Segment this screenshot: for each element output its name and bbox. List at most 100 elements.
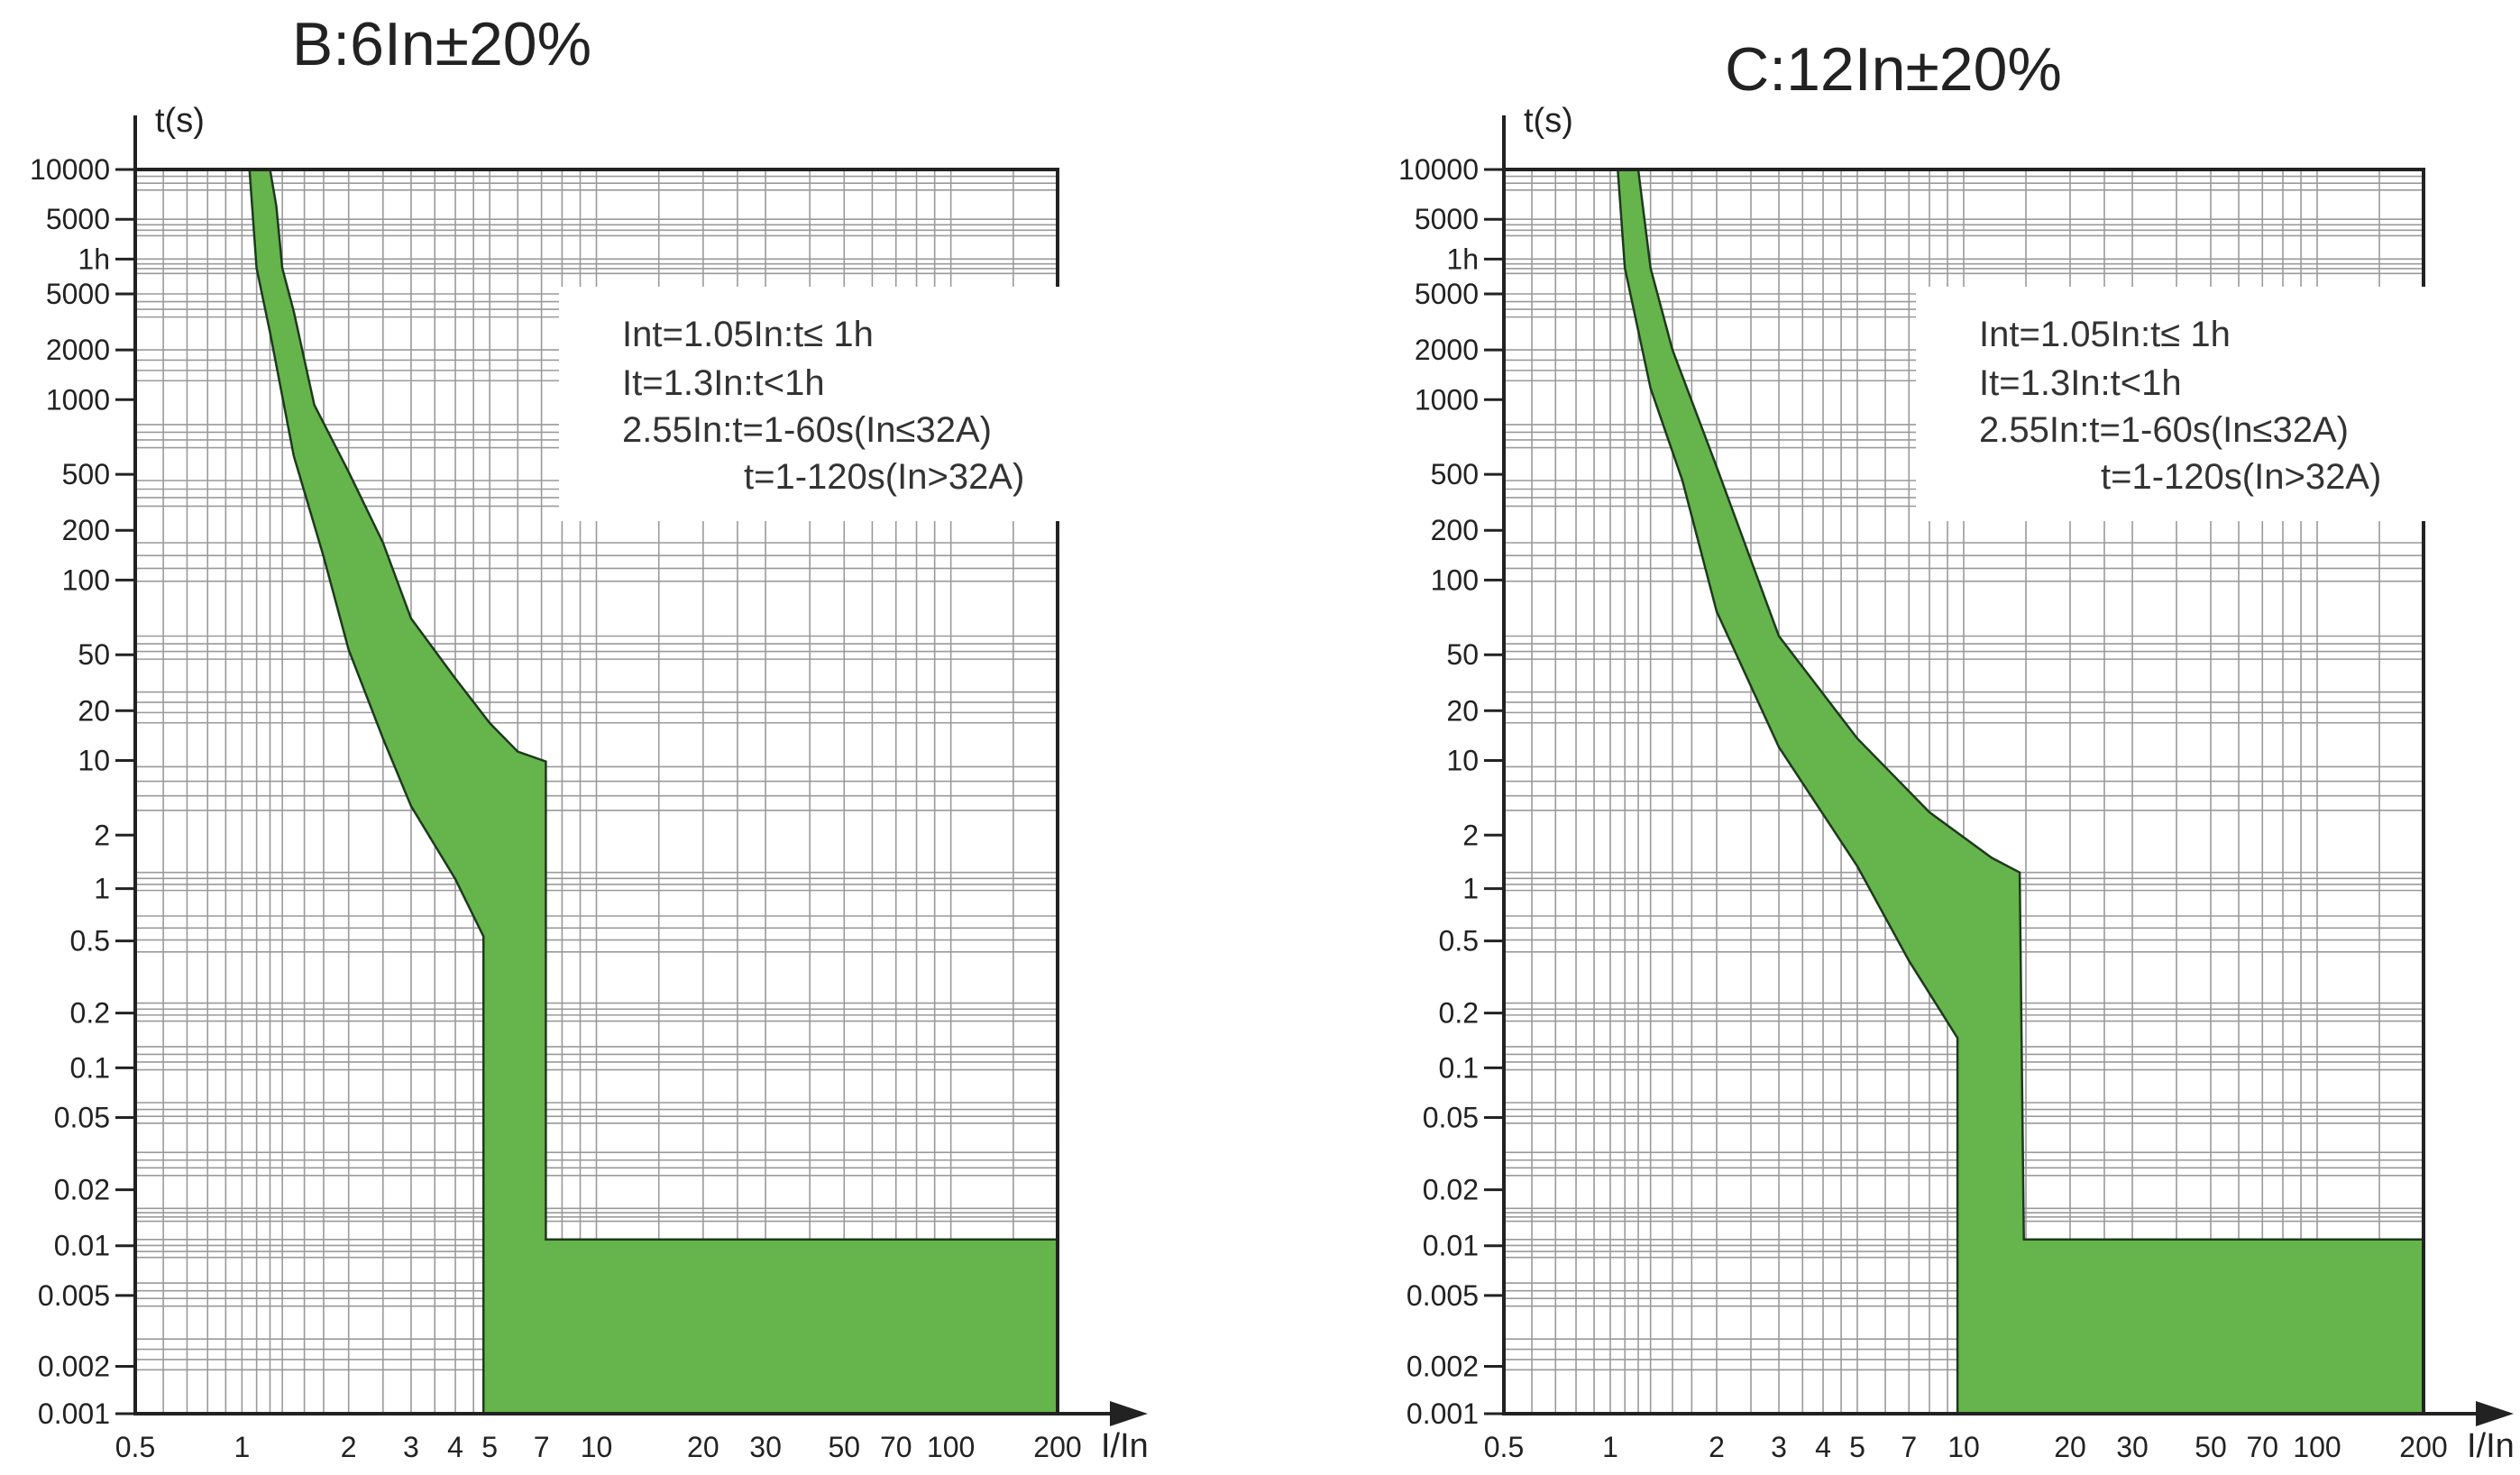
annotation-line-2: It=1.3In:t<1h [622,363,825,403]
chart-title: C:12In±20% [1725,35,2062,104]
x-tick-label: 20 [687,1431,719,1463]
x-axis-arrow [1110,1401,1148,1426]
y-tick-label: 200 [1431,514,1479,546]
y-tick-label: 0.5 [1439,925,1479,957]
y-tick-label: 2 [1462,819,1479,851]
y-tick-label: 0.01 [54,1230,110,1262]
y-tick-labels: 1000050001h50002000100050020010050201021… [1398,153,1504,1430]
y-tick-label: 0.1 [70,1051,110,1084]
y-tick-label: 2000 [46,334,110,366]
annotation-background [559,287,1064,521]
x-tick-label: 3 [1771,1431,1787,1463]
y-tick-label: 100 [1431,563,1479,596]
y-tick-label: 0.005 [38,1279,110,1312]
y-tick-label: 0.05 [1423,1102,1479,1134]
x-tick-label: 100 [927,1431,975,1463]
x-tick-labels: 0.5 1 2 3 4 5 7 10 20 30 50 70 100 200 [1484,1431,2448,1463]
x-tick-label: 70 [880,1431,912,1463]
plot-frame [1502,115,2514,1426]
annotation-line-1: Int=1.05In:t≤ 1h [1979,315,2231,354]
y-tick-labels: 1000050001h50002000100050020010050201021… [30,153,135,1430]
annotation-box: Int=1.05In:t≤ 1h It=1.3In:t<1h 2.55In:t=… [559,287,1064,521]
y-tick-label: 2 [94,819,110,851]
x-tick-label: 7 [534,1431,550,1463]
chart-c-curve: 1000050001h50002000100050020010050201021… [1398,35,2515,1465]
x-tick-label: 200 [2399,1431,2447,1463]
y-tick-label: 1 [1462,873,1479,905]
x-tick-label: 5 [1849,1431,1865,1463]
y-tick-label: 0.1 [1439,1051,1479,1084]
y-tick-label: 500 [1431,458,1479,490]
x-tick-label: 20 [2054,1431,2086,1463]
y-tick-label: 5000 [46,203,110,235]
x-tick-label: 1 [1602,1431,1618,1463]
y-tick-label: 0.002 [38,1351,110,1383]
chart-grid [1503,169,2424,1415]
annotation-line-4: t=1-120s(In>32A) [744,457,1024,497]
y-tick-label: 1000 [1415,383,1479,416]
annotation-background [1916,287,2430,521]
x-tick-label: 4 [1815,1431,1831,1463]
y-tick-label: 5000 [46,278,110,310]
y-tick-label: 10 [1446,745,1479,777]
x-tick-label: 30 [749,1431,782,1463]
chart-title: B:6In±20% [292,10,591,78]
y-tick-label: 10 [78,745,110,777]
y-tick-label: 0.001 [1407,1397,1479,1430]
y-tick-label: 0.005 [1407,1279,1479,1312]
y-tick-label: 10000 [30,153,110,186]
y-tick-label: 2000 [1415,334,1479,366]
y-axis-label: t(s) [1524,102,1573,140]
x-tick-label: 2 [341,1431,357,1463]
x-tick-label: 4 [447,1431,463,1463]
x-tick-label: 0.5 [115,1431,155,1463]
y-tick-label: 0.2 [1439,997,1479,1030]
chart-b-curve: 1000050001h50002000100050020010050201021… [30,10,1149,1465]
annotation-box: Int=1.05In:t≤ 1h It=1.3In:t<1h 2.55In:t=… [1916,287,2430,521]
x-tick-label: 3 [403,1431,419,1463]
x-tick-label: 7 [1901,1431,1917,1463]
y-tick-label: 0.5 [70,925,110,957]
x-tick-label: 70 [2246,1431,2278,1463]
x-tick-labels: 0.5 1 2 3 4 5 7 10 20 30 50 70 100 200 [115,1431,1082,1463]
y-tick-label: 20 [78,694,110,727]
x-tick-label: 50 [2195,1431,2227,1463]
x-tick-label: 10 [581,1431,613,1463]
y-tick-label: 0.02 [54,1174,110,1206]
x-tick-label: 200 [1033,1431,1081,1463]
y-tick-label: 0.002 [1407,1351,1479,1383]
y-tick-label: 1h [78,243,110,275]
x-tick-label: 10 [1947,1431,1980,1463]
y-tick-label: 1000 [46,383,110,416]
y-tick-label: 500 [62,458,110,490]
y-tick-label: 50 [1446,638,1479,671]
x-tick-label: 0.5 [1484,1431,1524,1463]
x-tick-label: 5 [481,1431,498,1463]
x-tick-label: 50 [829,1431,861,1463]
y-tick-label: 0.05 [54,1102,110,1134]
plot-frame [133,115,1148,1426]
x-tick-label: 100 [2293,1431,2341,1463]
y-tick-label: 0.2 [70,997,110,1030]
y-tick-label: 0.02 [1423,1174,1479,1206]
y-tick-label: 200 [62,514,110,546]
y-tick-label: 1h [1446,243,1479,275]
annotation-line-2: It=1.3In:t<1h [1979,363,2182,403]
annotation-line-4: t=1-120s(In>32A) [2101,457,2381,497]
y-tick-label: 100 [62,563,110,596]
y-tick-label: 50 [78,638,110,671]
y-tick-label: 0.001 [38,1397,110,1430]
x-tick-label: 30 [2116,1431,2149,1463]
annotation-line-1: Int=1.05In:t≤ 1h [622,315,874,354]
y-tick-label: 10000 [1398,153,1479,186]
y-tick-label: 1 [94,873,110,905]
x-axis-arrow [2476,1401,2514,1426]
x-axis-label: I/In [2467,1427,2515,1465]
y-axis-label: t(s) [155,102,205,140]
annotation-line-3: 2.55In:t=1-60s(In≤32A) [622,410,992,450]
y-tick-label: 20 [1446,694,1479,727]
x-tick-label: 1 [234,1431,250,1463]
y-tick-label: 5000 [1415,203,1479,235]
x-tick-label: 2 [1709,1431,1725,1463]
